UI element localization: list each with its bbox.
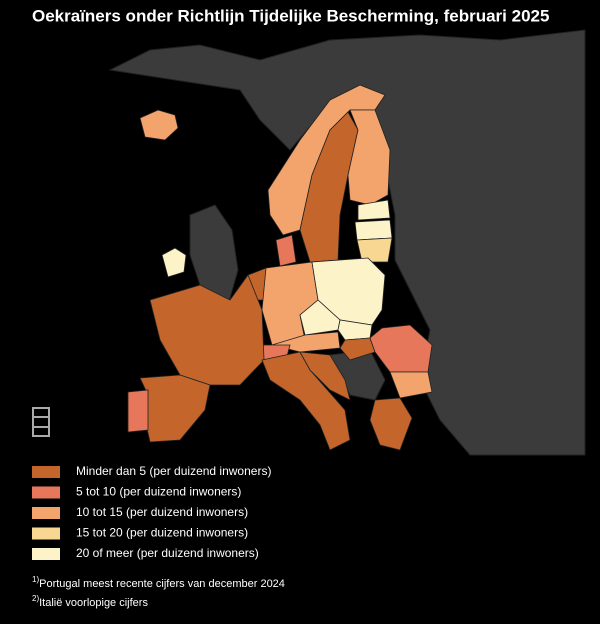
country [369,324,433,373]
legend-label: 5 tot 10 (per duizend inwoners) [76,485,241,499]
country [299,351,351,401]
footnotes: 1)Portugal meest recente cijfers van dec… [32,575,285,609]
country [337,319,373,341]
country [275,234,297,267]
country [356,237,393,263]
logo-mark [32,407,50,437]
title: Oekraïners onder Richtlijn Tijdelijke Be… [32,6,549,25]
legend-label: 20 of meer (per duizend inwoners) [76,546,259,560]
country [139,109,179,141]
country [357,199,391,221]
footnote: 2)Italië voorlopige cijfers [32,594,148,609]
footnote-text: Portugal meest recente cijfers van decem… [39,578,285,590]
logo [32,407,50,437]
legend-swatch [32,507,60,519]
legend-swatch [32,486,60,499]
legend-label: Minder dan 5 (per duizend inwoners) [76,464,271,478]
footnote-mark: 2) [32,594,39,603]
country [347,109,391,206]
country [369,397,413,451]
country [389,371,433,399]
country [354,219,393,241]
country [127,389,149,433]
footnote-mark: 1) [32,575,39,584]
legend-label: 15 tot 20 (per duizend inwoners) [76,526,248,540]
legend-swatch [32,466,60,478]
legend: Minder dan 5 (per duizend inwoners) 5 tot… [32,464,271,560]
map [108,29,586,456]
legend-swatch [32,527,60,540]
footnote: 1)Portugal meest recente cijfers van dec… [32,575,285,590]
legend-label: 10 tot 15 (per duizend inwoners) [76,505,248,519]
country [161,247,187,278]
legend-swatch [32,548,60,560]
footnote-text: Italië voorlopige cijfers [39,597,148,609]
